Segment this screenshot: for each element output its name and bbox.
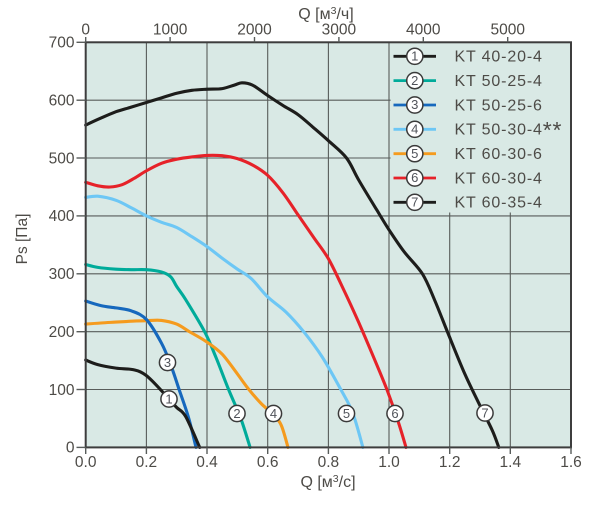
svg-text:4: 4 <box>411 122 418 137</box>
svg-text:1: 1 <box>411 49 418 64</box>
svg-text:200: 200 <box>49 324 75 341</box>
svg-text:0.6: 0.6 <box>257 454 279 471</box>
svg-text:1.6: 1.6 <box>560 454 582 471</box>
svg-text:Q [м3/ч]: Q [м3/ч] <box>298 5 353 23</box>
svg-text:400: 400 <box>49 208 75 225</box>
svg-text:700: 700 <box>49 35 75 52</box>
svg-text:7: 7 <box>481 406 488 421</box>
svg-text:0.8: 0.8 <box>318 454 340 471</box>
svg-text:3: 3 <box>164 355 171 370</box>
svg-text:5: 5 <box>411 146 418 161</box>
svg-text:2: 2 <box>233 406 240 421</box>
svg-text:0.4: 0.4 <box>196 454 218 471</box>
svg-text:1000: 1000 <box>153 22 188 39</box>
svg-text:2000: 2000 <box>237 22 272 39</box>
svg-text:KT 60-30-6: KT 60-30-6 <box>455 146 543 163</box>
svg-text:4000: 4000 <box>406 22 441 39</box>
svg-text:7: 7 <box>411 195 418 210</box>
svg-text:600: 600 <box>49 93 75 110</box>
svg-text:KT 60-30-4: KT 60-30-4 <box>455 170 543 187</box>
svg-text:500: 500 <box>49 150 75 167</box>
svg-text:3: 3 <box>411 97 418 112</box>
svg-text:5: 5 <box>343 406 350 421</box>
svg-text:5000: 5000 <box>490 22 525 39</box>
svg-text:0: 0 <box>66 440 75 457</box>
svg-text:3000: 3000 <box>322 22 357 39</box>
svg-text:4: 4 <box>270 406 277 421</box>
svg-text:100: 100 <box>49 382 75 399</box>
svg-text:KT 50-25-6: KT 50-25-6 <box>455 97 543 114</box>
svg-text:Q [м3/с]: Q [м3/с] <box>300 473 355 491</box>
svg-text:6: 6 <box>411 170 418 185</box>
svg-text:1.2: 1.2 <box>439 454 461 471</box>
svg-text:6: 6 <box>391 406 398 421</box>
svg-text:KT 50-25-4: KT 50-25-4 <box>455 73 543 90</box>
svg-text:KT 40-20-4: KT 40-20-4 <box>455 49 543 66</box>
svg-text:1: 1 <box>165 392 172 407</box>
svg-text:0.2: 0.2 <box>136 454 158 471</box>
svg-text:1.4: 1.4 <box>500 454 522 471</box>
svg-text:Ps [Па]: Ps [Па] <box>14 214 31 265</box>
svg-text:0.0: 0.0 <box>75 454 97 471</box>
svg-text:300: 300 <box>49 266 75 283</box>
svg-text:KT 60-35-4: KT 60-35-4 <box>455 195 543 212</box>
svg-text:1.0: 1.0 <box>378 454 400 471</box>
svg-text:2: 2 <box>411 73 418 88</box>
svg-text:0: 0 <box>81 22 90 39</box>
